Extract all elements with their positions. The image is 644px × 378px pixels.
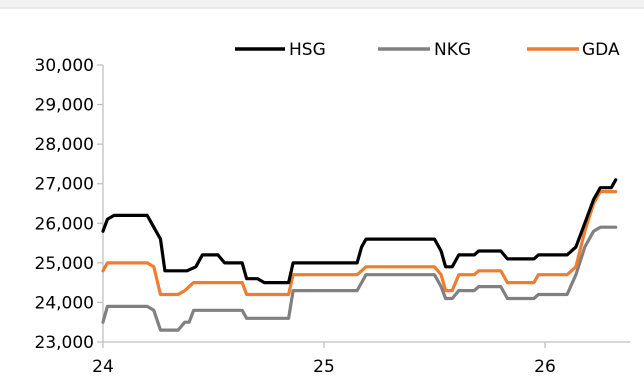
legend: HSG NKG GDA — [235, 40, 620, 60]
legend-label-gda: GDA — [582, 40, 620, 60]
series-line-gda — [101, 190, 618, 297]
x-tick-label: 26 — [534, 357, 556, 377]
legend-label-nkg: NKG — [434, 40, 471, 60]
top-strip — [0, 0, 644, 8]
y-tick-label: 23,000 — [35, 333, 94, 353]
y-tick-label: 24,000 — [35, 293, 94, 313]
x-tick-label: 25 — [313, 357, 335, 377]
y-tick-label: 30,000 — [35, 56, 94, 76]
series-line-nkg — [101, 225, 618, 332]
series-layer — [101, 178, 618, 332]
y-tick-label: 26,000 — [35, 214, 94, 234]
legend-label-hsg: HSG — [289, 40, 326, 60]
axes: 23,000 24,000 25,000 26,000 27,000 28,000 29,0… — [35, 56, 630, 377]
y-tick-label: 28,000 — [35, 135, 94, 155]
y-tick-label: 25,000 — [35, 254, 94, 274]
x-tick-label: 24 — [92, 357, 114, 377]
y-tick-label: 27,000 — [35, 175, 94, 195]
y-tick-label: 29,000 — [35, 96, 94, 116]
series-line-hsg — [101, 178, 618, 285]
